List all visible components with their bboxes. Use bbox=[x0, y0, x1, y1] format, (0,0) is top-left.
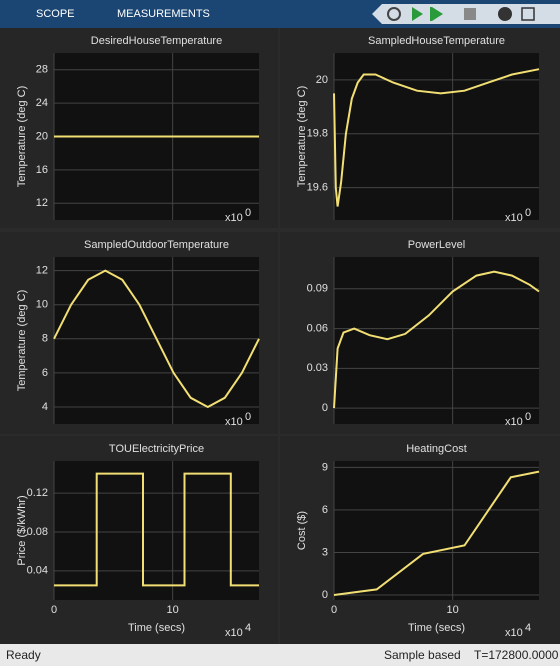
toolbar-icons bbox=[372, 4, 560, 24]
y-tick-label: 12 bbox=[36, 197, 48, 209]
y-tick-label: 0.04 bbox=[27, 565, 48, 577]
y-tick-label: 0.06 bbox=[307, 322, 328, 334]
y-tick-label: 16 bbox=[36, 164, 48, 176]
y-tick-label: 19.6 bbox=[307, 182, 328, 194]
y-tick-label: 10 bbox=[36, 299, 48, 311]
x-tick-label: 10 bbox=[167, 604, 179, 616]
data-line bbox=[53, 269, 260, 409]
y-tick-label: 3 bbox=[322, 546, 328, 558]
x-axis-label: Time (secs) bbox=[408, 622, 465, 634]
stop[interactable] bbox=[464, 8, 476, 20]
help[interactable] bbox=[498, 7, 512, 21]
x-exponent: 0 bbox=[245, 411, 251, 423]
chart-title: SampledHouseTemperature bbox=[368, 35, 505, 47]
x-exponent: 0 bbox=[245, 207, 251, 219]
x-exponent: 0 bbox=[525, 411, 531, 423]
y-tick-label: 20 bbox=[36, 130, 48, 142]
plot-area bbox=[334, 257, 539, 424]
y-tick-label: 6 bbox=[322, 504, 328, 516]
chart-title: DesiredHouseTemperature bbox=[91, 35, 222, 47]
data-line bbox=[54, 472, 259, 587]
y-tick-label: 19.8 bbox=[307, 128, 328, 140]
status-text: Ready bbox=[6, 648, 41, 662]
x-axis-label: Time (secs) bbox=[128, 622, 185, 634]
y-tick-label: 6 bbox=[42, 367, 48, 379]
status-time: T=172800.0000 bbox=[474, 648, 559, 662]
y-axis-label: Temperature (deg C) bbox=[16, 86, 28, 188]
y-tick-label: 28 bbox=[36, 64, 48, 76]
y-tick-label: 24 bbox=[36, 97, 48, 109]
x-multiplier: x10 bbox=[225, 416, 243, 428]
data-line bbox=[333, 270, 540, 409]
x-exponent: 0 bbox=[525, 207, 531, 219]
y-tick-label: 20 bbox=[316, 74, 328, 86]
x-exponent: 4 bbox=[245, 622, 251, 634]
tab[interactable]: SCOPE bbox=[36, 8, 75, 20]
y-tick-label: 0 bbox=[322, 402, 328, 414]
toolbar: SCOPE MEASUREMENTS bbox=[0, 0, 560, 28]
x-multiplier: x10 bbox=[505, 416, 523, 428]
x-multiplier: x10 bbox=[225, 627, 243, 639]
y-tick-label: 0 bbox=[322, 589, 328, 601]
y-tick-label: 4 bbox=[42, 401, 48, 413]
plot-area bbox=[54, 461, 259, 600]
chart-title: PowerLevel bbox=[408, 239, 465, 251]
x-tick-label: 0 bbox=[51, 604, 57, 616]
y-tick-label: 0.08 bbox=[27, 526, 48, 538]
y-axis-label: Price ($/kWhr) bbox=[16, 495, 28, 565]
plot-area bbox=[334, 53, 539, 220]
y-tick-label: 0.09 bbox=[307, 283, 328, 295]
y-axis-label: Temperature (deg C) bbox=[296, 86, 308, 188]
data-line bbox=[333, 470, 540, 596]
x-tick-label: 0 bbox=[331, 604, 337, 616]
chart-title: HeatingCost bbox=[406, 443, 467, 455]
plot-area bbox=[334, 461, 539, 600]
status-bar: Ready Sample based T=172800.0000 bbox=[0, 644, 560, 666]
chart-title: TOUElectricityPrice bbox=[109, 443, 204, 455]
x-multiplier: x10 bbox=[505, 627, 523, 639]
step-back[interactable] bbox=[387, 7, 401, 21]
run[interactable] bbox=[412, 7, 423, 21]
data-line bbox=[333, 68, 540, 207]
tab[interactable]: MEASUREMENTS bbox=[117, 8, 210, 20]
x-exponent: 4 bbox=[525, 622, 531, 634]
y-tick-label: 0.03 bbox=[307, 362, 328, 374]
status-mode: Sample based bbox=[384, 648, 461, 662]
y-tick-label: 9 bbox=[322, 461, 328, 473]
y-axis-label: Temperature (deg C) bbox=[16, 290, 28, 392]
y-tick-label: 12 bbox=[36, 265, 48, 277]
y-axis-label: Cost ($) bbox=[296, 511, 308, 550]
x-multiplier: x10 bbox=[225, 212, 243, 224]
step-forward[interactable] bbox=[430, 7, 443, 21]
x-tick-label: 10 bbox=[447, 604, 459, 616]
undock[interactable] bbox=[521, 7, 535, 21]
plots: DesiredHouseTemperature Temperature (deg … bbox=[0, 28, 560, 644]
y-tick-label: 0.12 bbox=[27, 487, 48, 499]
x-multiplier: x10 bbox=[505, 212, 523, 224]
chart-title: SampledOutdoorTemperature bbox=[84, 239, 229, 251]
y-tick-label: 8 bbox=[42, 333, 48, 345]
